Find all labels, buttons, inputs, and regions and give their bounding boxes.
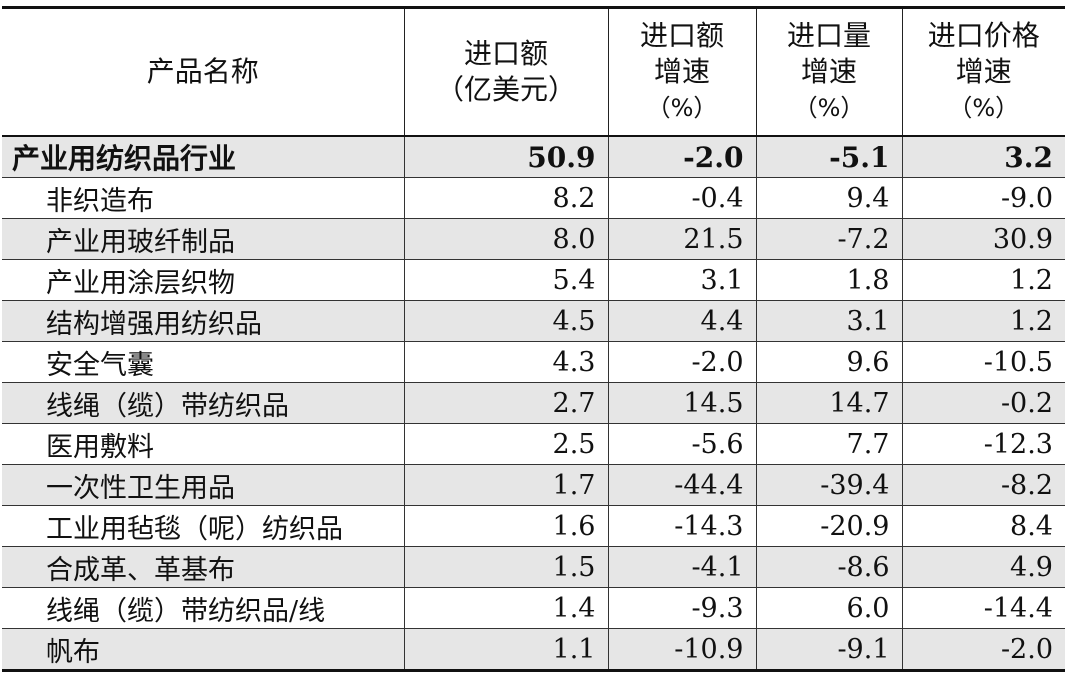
- cell-product-name: 安全气囊: [2, 341, 404, 383]
- cell-import-volume-growth: -7.2: [755, 218, 902, 260]
- header-import-volume-growth: 进口量 增速 （%）: [755, 6, 902, 137]
- cell-import-volume-growth: -8.6: [755, 546, 902, 588]
- cell-import-value: 8.0: [403, 218, 608, 260]
- cell-import-volume-growth: 7.7: [755, 423, 902, 465]
- cell-import-value: 5.4: [403, 259, 608, 301]
- cell-import-value: 4.5: [403, 300, 608, 342]
- cell-import-price-growth: -12.3: [901, 423, 1065, 465]
- cell-product-name: 帆布: [2, 628, 404, 672]
- cell-import-price-growth: 1.2: [901, 300, 1065, 342]
- header-import-value: 进口额 （亿美元）: [403, 6, 608, 137]
- cell-product-name: 产业用涂层织物: [2, 259, 404, 301]
- table-row: 结构增强用纺织品 4.5 4.4 3.1 1.2: [2, 300, 1065, 342]
- cell-import-value: 8.2: [403, 177, 608, 219]
- table-row: 一次性卫生用品 1.7 -44.4 -39.4 -8.2: [2, 464, 1065, 506]
- cell-import-price-growth: -0.2: [901, 382, 1065, 424]
- cell-import-price-growth: -8.2: [901, 464, 1065, 506]
- cell-import-price-growth: 1.2: [901, 259, 1065, 301]
- table-row-total: 产业用纺织品行业 50.9 -2.0 -5.1 3.2: [2, 135, 1065, 178]
- cell-product-name: 线绳（缆）带纺织品/线: [2, 587, 404, 629]
- cell-import-volume-growth: 9.4: [755, 177, 902, 219]
- header-import-price-growth: 进口价格 增速 （%）: [901, 6, 1065, 137]
- cell-import-value-growth: 3.1: [607, 259, 756, 301]
- cell-import-value-growth: -2.0: [607, 135, 756, 178]
- cell-import-volume-growth: -9.1: [755, 628, 902, 672]
- header-product-name: 产品名称: [2, 6, 404, 137]
- cell-import-value: 1.1: [403, 628, 608, 672]
- cell-import-value-growth: -4.1: [607, 546, 756, 588]
- cell-product-name: 产业用纺织品行业: [2, 135, 404, 178]
- cell-import-value-growth: -0.4: [607, 177, 756, 219]
- cell-import-value-growth: 4.4: [607, 300, 756, 342]
- header-row: 产品名称 进口额 （亿美元） 进口额 增速 （%） 进口量 增速 （%） 进口价…: [2, 6, 1065, 137]
- header-import-value-growth: 进口额 增速 （%）: [607, 6, 756, 137]
- cell-import-price-growth: -9.0: [901, 177, 1065, 219]
- table-row: 非织造布 8.2 -0.4 9.4 -9.0: [2, 177, 1065, 219]
- cell-import-price-growth: 4.9: [901, 546, 1065, 588]
- table-row: 安全气囊 4.3 -2.0 9.6 -10.5: [2, 341, 1065, 383]
- cell-import-price-growth: -2.0: [901, 628, 1065, 672]
- cell-product-name: 一次性卫生用品: [2, 464, 404, 506]
- cell-product-name: 线绳（缆）带纺织品: [2, 382, 404, 424]
- cell-import-value-growth: -5.6: [607, 423, 756, 465]
- table-row: 产业用涂层织物 5.4 3.1 1.8 1.2: [2, 259, 1065, 301]
- cell-product-name: 非织造布: [2, 177, 404, 219]
- cell-import-price-growth: 3.2: [901, 135, 1065, 178]
- cell-import-price-growth: -10.5: [901, 341, 1065, 383]
- cell-product-name: 产业用玻纤制品: [2, 218, 404, 260]
- cell-import-value-growth: 14.5: [607, 382, 756, 424]
- table-row: 线绳（缆）带纺织品/线 1.4 -9.3 6.0 -14.4: [2, 587, 1065, 629]
- cell-product-name: 医用敷料: [2, 423, 404, 465]
- table-row: 合成革、革基布 1.5 -4.1 -8.6 4.9: [2, 546, 1065, 588]
- table-row: 帆布 1.1 -10.9 -9.1 -2.0: [2, 628, 1065, 672]
- cell-import-value: 1.7: [403, 464, 608, 506]
- cell-import-value: 50.9: [403, 135, 608, 178]
- cell-import-value: 2.5: [403, 423, 608, 465]
- table-row: 医用敷料 2.5 -5.6 7.7 -12.3: [2, 423, 1065, 465]
- cell-import-value: 1.6: [403, 505, 608, 547]
- cell-import-price-growth: 8.4: [901, 505, 1065, 547]
- cell-import-value: 1.4: [403, 587, 608, 629]
- cell-import-value: 2.7: [403, 382, 608, 424]
- cell-import-volume-growth: -5.1: [755, 135, 902, 178]
- table-row: 产业用玻纤制品 8.0 21.5 -7.2 30.9: [2, 218, 1065, 260]
- cell-import-volume-growth: -39.4: [755, 464, 902, 506]
- cell-import-volume-growth: 9.6: [755, 341, 902, 383]
- cell-import-volume-growth: 3.1: [755, 300, 902, 342]
- cell-product-name: 工业用毡毯（呢）纺织品: [2, 505, 404, 547]
- cell-import-value: 1.5: [403, 546, 608, 588]
- cell-import-value: 4.3: [403, 341, 608, 383]
- import-data-table: 产品名称 进口额 （亿美元） 进口额 增速 （%） 进口量 增速 （%） 进口价…: [2, 6, 1065, 672]
- table-row: 工业用毡毯（呢）纺织品 1.6 -14.3 -20.9 8.4: [2, 505, 1065, 547]
- cell-import-value-growth: -44.4: [607, 464, 756, 506]
- table-row: 线绳（缆）带纺织品 2.7 14.5 14.7 -0.2: [2, 382, 1065, 424]
- cell-import-value-growth: -10.9: [607, 628, 756, 672]
- cell-product-name: 合成革、革基布: [2, 546, 404, 588]
- cell-import-value-growth: -14.3: [607, 505, 756, 547]
- cell-product-name: 结构增强用纺织品: [2, 300, 404, 342]
- cell-import-volume-growth: 1.8: [755, 259, 902, 301]
- cell-import-volume-growth: 14.7: [755, 382, 902, 424]
- cell-import-price-growth: -14.4: [901, 587, 1065, 629]
- cell-import-value-growth: 21.5: [607, 218, 756, 260]
- cell-import-value-growth: -9.3: [607, 587, 756, 629]
- cell-import-volume-growth: 6.0: [755, 587, 902, 629]
- cell-import-value-growth: -2.0: [607, 341, 756, 383]
- cell-import-price-growth: 30.9: [901, 218, 1065, 260]
- cell-import-volume-growth: -20.9: [755, 505, 902, 547]
